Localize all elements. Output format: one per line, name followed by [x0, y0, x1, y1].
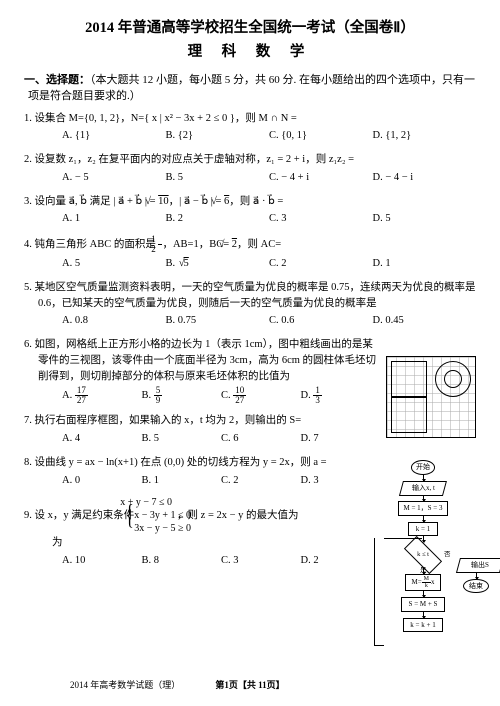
q8-B: B. 1 — [142, 473, 222, 489]
q1-B: B. {2} — [166, 128, 270, 144]
q8-A: A. 0 — [62, 473, 142, 489]
q1-C: C. {0, 1} — [269, 128, 373, 144]
q8-D: D. 3 — [301, 473, 381, 489]
q1-D: D. {1, 2} — [373, 128, 477, 144]
q1-A: A. {1} — [62, 128, 166, 144]
q3-A: A. 1 — [62, 211, 166, 227]
q7-D: D. 7 — [301, 431, 381, 447]
q3-stem: 3. 设向量 a⃗, b⃗ 满足 | a⃗ + b⃗ | = 10，| a⃗ −… — [38, 194, 476, 210]
section-1-heading: 一、选择题：（本大题共 12 小题，每小题 5 分，共 60 分. 在每小题给出… — [24, 72, 476, 105]
page-footer: 2014 年高考数学试题（理） 第1页【共 11页】 — [0, 679, 500, 693]
flow-input: 输入x, t — [399, 481, 447, 496]
three-view-figure — [386, 356, 476, 438]
q4-D: D. 1 — [373, 256, 477, 272]
q4-stem: 4. 钝角三角形 ABC 的面积是 12，AB=1，BC= 2，则 AC= — [38, 235, 476, 254]
q8-stem: 8. 设曲线 y = ax − ln(x+1) 在点 (0,0) 处的切线方程为… — [38, 455, 380, 471]
q7-A: A. 4 — [62, 431, 142, 447]
footer-right: 第1页【共 11页】 — [215, 680, 284, 690]
q6-options: A. 1727 B. 59 C. 1027 D. 13 — [38, 386, 380, 405]
q4-options: A. 5 B. 5 C. 2 D. 1 — [38, 256, 476, 272]
q5-A: A. 0.8 — [62, 313, 166, 329]
q3-options: A. 1 B. 2 C. 3 D. 5 — [38, 211, 476, 227]
exam-title-1: 2014 年普通高等学校招生全国统一考试（全国卷Ⅱ） — [24, 18, 476, 40]
q5-stem: 5. 某地区空气质量监测资料表明，一天的空气质量为优良的概率是 0.75，连续两… — [38, 280, 476, 312]
q4-C: C. 2 — [269, 256, 373, 272]
q9-B: B. 8 — [142, 553, 222, 569]
flow-kpp: k = k + 1 — [403, 618, 443, 633]
q2-D: D. − 4 − i — [373, 170, 477, 186]
q9-D: D. 2 — [301, 553, 381, 569]
flow-init: M = 1，S = 3 — [398, 501, 448, 516]
question-2: 2. 设复数 z₁，z₂ 在复平面内的对应点关于虚轴对称，z₁ = 2 + i，… — [24, 152, 476, 186]
q6-B: B. 59 — [142, 386, 222, 405]
q7-C: C. 6 — [221, 431, 301, 447]
top-view — [435, 361, 471, 397]
question-1: 1. 设集合 M={0, 1, 2}，N={ x | x² − 3x + 2 ≤… — [24, 111, 476, 145]
flow-end: 结束 — [463, 579, 489, 594]
flow-M: M=Mkx — [405, 574, 441, 591]
q5-C: C. 0.6 — [269, 313, 373, 329]
q2-B: B. 5 — [166, 170, 270, 186]
flow-k1: k = 1 — [408, 522, 438, 537]
q7-stem: 7. 执行右面程序框图，如果输入的 x，t 均为 2，则输出的 S= — [38, 413, 380, 429]
q2-A: A. − 5 — [62, 170, 166, 186]
section-1-desc: （本大题共 12 小题，每小题 5 分，共 60 分. 在每小题给出的四个选项中… — [28, 74, 475, 103]
side-view — [391, 397, 427, 433]
question-5: 5. 某地区空气质量监测资料表明，一天的空气质量为优良的概率是 0.75，连续两… — [24, 280, 476, 329]
q4-B: B. 5 — [166, 256, 270, 272]
q9-stem: 9. 设 x，y 满足约束条件 { x + y − 7 ≤ 0 x − 3y +… — [38, 496, 380, 535]
q9-A: A. 10 — [62, 553, 142, 569]
q5-options: A. 0.8 B. 0.75 C. 0.6 D. 0.45 — [38, 313, 476, 329]
q5-B: B. 0.75 — [166, 313, 270, 329]
q6-C: C. 1027 — [221, 386, 301, 405]
flowchart: 开始 输入x, t M = 1，S = 3 k = 1 k ≤ t 是 否 M=… — [382, 460, 464, 632]
q1-stem: 1. 设集合 M={0, 1, 2}，N={ x | x² − 3x + 2 ≤… — [38, 111, 476, 127]
q7-B: B. 5 — [142, 431, 222, 447]
q2-C: C. − 4 + i — [269, 170, 373, 186]
flow-start: 开始 — [411, 460, 435, 475]
q6-D: D. 13 — [301, 386, 381, 405]
q8-C: C. 2 — [221, 473, 301, 489]
q9-options: A. 10 B. 8 C. 3 D. 2 — [38, 553, 380, 569]
q4-A: A. 5 — [62, 256, 166, 272]
flow-no: 否 — [444, 550, 451, 560]
footer-left: 2014 年高考数学试题（理） — [70, 679, 180, 693]
q7-options: A. 4 B. 5 C. 6 D. 7 — [38, 431, 380, 447]
q1-options: A. {1} B. {2} C. {0, 1} D. {1, 2} — [38, 128, 476, 144]
flow-S: S = M + S — [401, 597, 445, 612]
q3-C: C. 3 — [269, 211, 373, 227]
q5-D: D. 0.45 — [373, 313, 477, 329]
flow-out: 输出S — [456, 558, 500, 573]
question-3: 3. 设向量 a⃗, b⃗ 满足 | a⃗ + b⃗ | = 10，| a⃗ −… — [24, 194, 476, 228]
section-1-label: 一、选择题： — [24, 74, 90, 86]
q2-options: A. − 5 B. 5 C. − 4 + i D. − 4 − i — [38, 170, 476, 186]
q9-C: C. 3 — [221, 553, 301, 569]
front-view — [391, 361, 427, 397]
q6-stem: 6. 如图，网格纸上正方形小格的边长为 1（表示 1cm），图中粗线画出的是某零… — [38, 337, 380, 384]
exam-title-2: 理 科 数 学 — [24, 42, 476, 64]
question-4: 4. 钝角三角形 ABC 的面积是 12，AB=1，BC= 2，则 AC= A.… — [24, 235, 476, 272]
q6-A: A. 1727 — [62, 386, 142, 405]
q3-B: B. 2 — [166, 211, 270, 227]
q2-stem: 2. 设复数 z₁，z₂ 在复平面内的对应点关于虚轴对称，z₁ = 2 + i，… — [38, 152, 476, 168]
q3-D: D. 5 — [373, 211, 477, 227]
q8-options: A. 0 B. 1 C. 2 D. 3 — [38, 473, 380, 489]
